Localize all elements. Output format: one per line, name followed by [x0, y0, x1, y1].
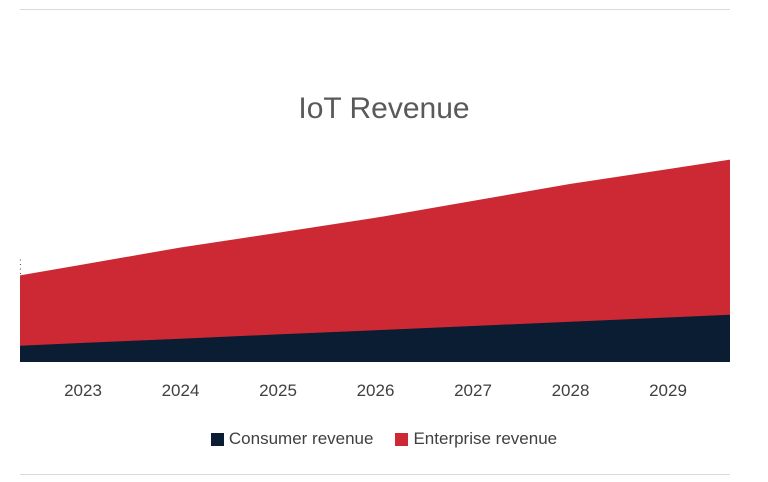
legend-label-consumer: Consumer revenue	[228, 429, 374, 448]
area-enterprise-revenue	[20, 159, 730, 362]
x-tick-label: 2025	[259, 381, 297, 400]
chart-title: IoT Revenue	[298, 92, 470, 125]
x-tick-label: 2023	[64, 381, 102, 400]
truncated-axis-marker: ::	[19, 257, 22, 277]
x-tick-label: 2029	[649, 381, 687, 400]
x-tick-label: 2024	[162, 381, 200, 400]
legend-item-consumer: Consumer revenue	[210, 429, 374, 449]
x-tick-label: 2026	[357, 381, 395, 400]
bottom-divider	[20, 474, 730, 475]
top-divider	[20, 9, 730, 10]
area-consumer-revenue	[20, 314, 730, 362]
chart-legend: Consumer revenue Enterprise revenue	[0, 429, 768, 449]
x-tick-label: 2027	[454, 381, 492, 400]
legend-item-enterprise: Enterprise revenue	[395, 429, 557, 449]
legend-label-enterprise: Enterprise revenue	[413, 429, 558, 448]
legend-swatch-consumer	[210, 432, 224, 446]
x-tick-label: 2028	[552, 381, 590, 400]
legend-swatch-enterprise	[395, 432, 409, 446]
chart-areas	[20, 159, 730, 362]
x-axis-ticks: 2023 2024 2025 2026 2027 2028 2029	[64, 381, 687, 400]
